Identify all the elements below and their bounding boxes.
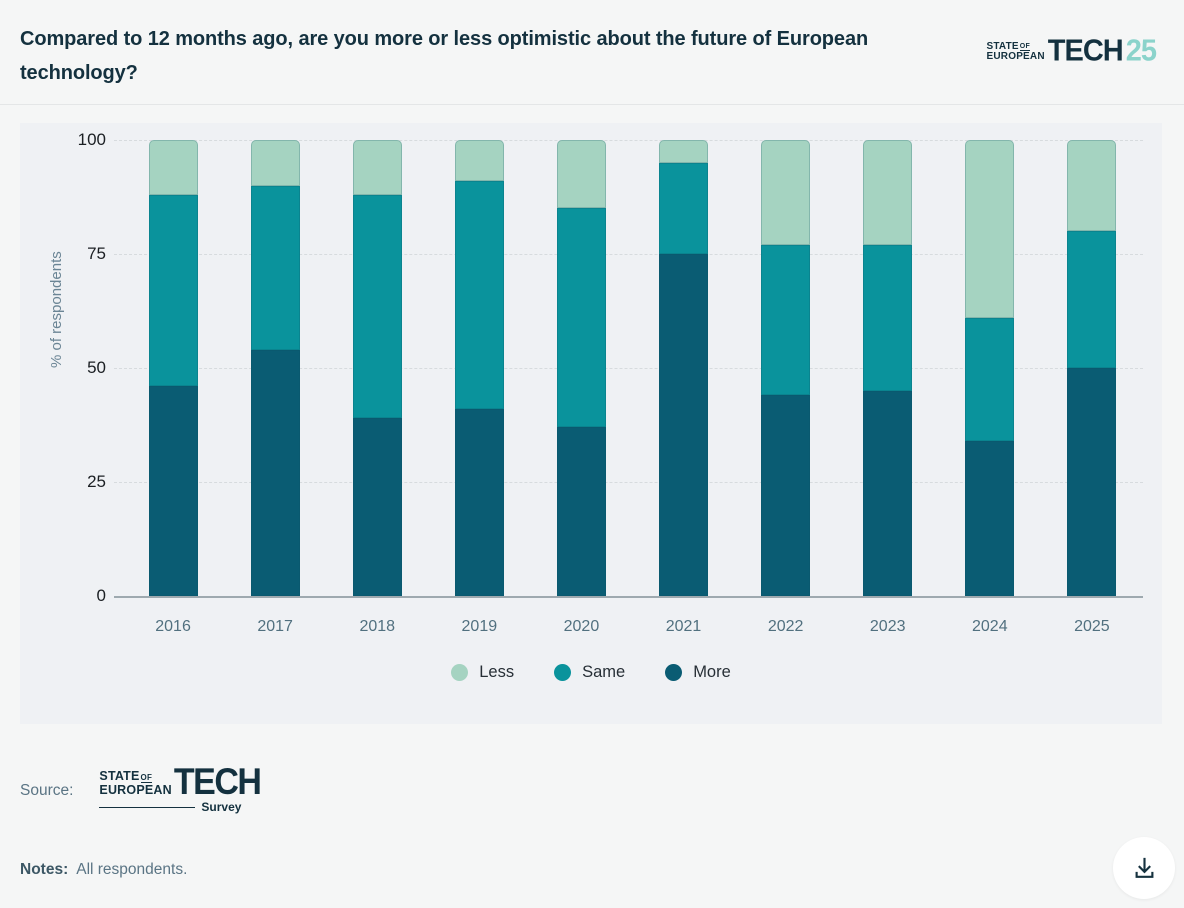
bar-segment-less-2016[interactable] <box>148 140 198 195</box>
bar-segment-same-2021[interactable] <box>659 162 709 254</box>
bar-segment-less-2023[interactable] <box>863 140 913 245</box>
bar-segment-less-2020[interactable] <box>556 140 606 209</box>
soet-logo-wordmark: STATEOF EUROPEAN <box>986 41 1045 62</box>
notes-label: Notes: <box>20 861 69 878</box>
gridline-25 <box>114 482 1143 483</box>
bar-segment-same-2016[interactable] <box>148 194 198 387</box>
gridline-100 <box>114 140 1143 141</box>
y-tick-0: 0 <box>96 586 106 605</box>
bar-segment-same-2020[interactable] <box>556 208 606 428</box>
legend-label-more: More <box>693 663 731 681</box>
bar-2024 <box>965 140 1015 596</box>
gridline-50 <box>114 368 1143 369</box>
bar-segment-less-2019[interactable] <box>454 140 504 182</box>
bar-segment-more-2017[interactable] <box>250 349 300 596</box>
notes-text: All respondents. <box>76 861 188 878</box>
logo-underline <box>99 806 196 808</box>
bar-segment-more-2016[interactable] <box>148 386 198 596</box>
y-tick-25: 25 <box>87 472 106 491</box>
bar-slot-2017 <box>224 140 326 596</box>
bar-segment-less-2021[interactable] <box>659 140 709 163</box>
download-button[interactable] <box>1113 837 1175 899</box>
bar-2019 <box>454 140 504 596</box>
x-tick-2017: 2017 <box>257 618 293 635</box>
download-icon <box>1135 857 1153 878</box>
bar-2021 <box>659 140 709 596</box>
bar-segment-less-2025[interactable] <box>1067 140 1117 232</box>
bar-segment-more-2021[interactable] <box>659 254 709 596</box>
bar-segment-less-2022[interactable] <box>761 140 811 245</box>
legend-swatch-less <box>451 664 469 681</box>
bar-2017 <box>250 140 300 596</box>
x-tick-2019: 2019 <box>461 618 498 635</box>
bar-segment-same-2024[interactable] <box>965 317 1015 441</box>
x-tick-2023: 2023 <box>869 618 906 635</box>
y-tick-100: 100 <box>77 130 106 149</box>
bar-segment-more-2024[interactable] <box>965 440 1015 596</box>
bar-slot-2025 <box>1041 140 1143 596</box>
legend-swatch-same <box>554 664 572 681</box>
bar-2022 <box>761 140 811 596</box>
notes-row: Notes: All respondents. <box>20 861 187 879</box>
bar-slot-2018 <box>326 140 428 596</box>
bar-segment-same-2017[interactable] <box>250 185 300 350</box>
bar-segment-less-2018[interactable] <box>352 140 402 195</box>
bar-segment-more-2020[interactable] <box>556 427 606 596</box>
bar-segment-more-2018[interactable] <box>352 418 402 596</box>
bar-slot-2023 <box>837 140 939 596</box>
x-axis-labels: 2016 2017 2018 2019 2020 2021 2022 2023 2024 2025 <box>122 618 1143 636</box>
bars-container <box>122 140 1143 596</box>
bar-slot-2016 <box>122 140 224 596</box>
legend-swatch-more <box>665 664 683 681</box>
bar-segment-same-2022[interactable] <box>761 244 811 396</box>
legend-label-less: Less <box>479 663 515 681</box>
page-title: Compared to 12 months ago, are you more … <box>20 28 869 84</box>
bar-segment-more-2025[interactable] <box>1067 368 1117 596</box>
bar-slot-2024 <box>939 140 1041 596</box>
bar-segment-more-2019[interactable] <box>454 409 504 596</box>
bar-slot-2019 <box>428 140 530 596</box>
source-label: Source: <box>20 782 74 799</box>
bar-2018 <box>352 140 402 596</box>
bar-segment-same-2018[interactable] <box>352 194 402 419</box>
bar-segment-more-2022[interactable] <box>761 395 811 596</box>
soet-survey-logo: STATEOF EUROPEAN TECH Survey <box>99 761 262 814</box>
bar-2023 <box>863 140 913 596</box>
bar-2020 <box>556 140 606 596</box>
plot-area: 0 25 50 75 100 <box>78 130 1143 605</box>
legend-item-same[interactable]: Same <box>554 663 625 682</box>
bar-slot-2020 <box>530 140 632 596</box>
soet-25-logo: STATEOF EUROPEAN TECH 25 <box>986 34 1158 68</box>
bar-segment-same-2019[interactable] <box>454 181 504 410</box>
x-tick-2020: 2020 <box>563 618 600 635</box>
bar-segment-less-2024[interactable] <box>965 140 1015 318</box>
y-tick-50: 50 <box>87 358 106 377</box>
bar-segment-less-2017[interactable] <box>250 140 300 186</box>
x-tick-2016: 2016 <box>155 618 191 635</box>
bar-segment-same-2025[interactable] <box>1067 231 1117 368</box>
x-tick-2022: 2022 <box>767 618 804 635</box>
y-tick-75: 75 <box>87 244 106 263</box>
bar-segment-more-2023[interactable] <box>863 390 913 596</box>
chart-card: % of respondents 0 25 50 75 100 2016 2017 2018… <box>20 123 1162 724</box>
chart-legend: Less Same More <box>20 663 1162 682</box>
x-tick-2018: 2018 <box>359 618 396 635</box>
legend-item-less[interactable]: Less <box>451 663 514 682</box>
x-tick-2024: 2024 <box>972 618 1008 635</box>
bar-slot-2022 <box>735 140 837 596</box>
source-row: Source: STATEOF EUROPEAN TECH Survey <box>20 761 262 814</box>
legend-label-same: Same <box>582 663 626 681</box>
gridline-0 <box>114 596 1143 598</box>
legend-item-more[interactable]: More <box>665 663 731 682</box>
bar-2025 <box>1067 140 1117 596</box>
bar-slot-2021 <box>632 140 734 596</box>
bar-segment-same-2023[interactable] <box>863 244 913 391</box>
header-divider <box>0 104 1184 105</box>
x-tick-2021: 2021 <box>665 618 702 635</box>
gridline-75 <box>114 254 1143 255</box>
x-tick-2025: 2025 <box>1074 618 1110 635</box>
bar-2016 <box>148 140 198 596</box>
